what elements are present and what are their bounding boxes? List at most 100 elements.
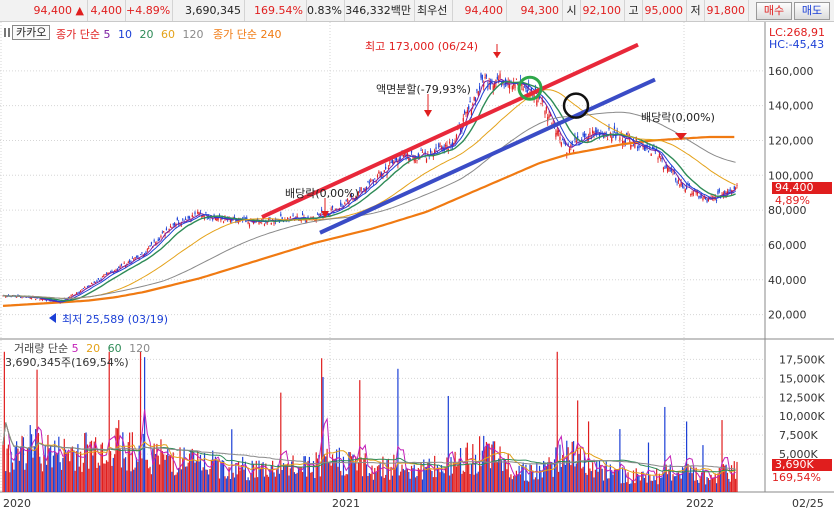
volume-bar bbox=[605, 461, 607, 492]
candle-body bbox=[235, 219, 237, 222]
candle-body bbox=[30, 298, 33, 300]
volume-bar bbox=[319, 476, 321, 492]
sell-button[interactable]: 매도 bbox=[794, 2, 830, 20]
volume-bar bbox=[7, 444, 10, 492]
candle-body bbox=[209, 217, 211, 219]
volume-bar bbox=[163, 454, 165, 492]
turnover-rate: 0.83% bbox=[307, 0, 345, 21]
volume-bar bbox=[386, 460, 388, 492]
volume-bar bbox=[161, 450, 163, 492]
volume-bar bbox=[78, 466, 80, 492]
volume-bar bbox=[18, 460, 20, 492]
stock-name-tab[interactable]: 카카오 bbox=[12, 25, 51, 40]
candle-body bbox=[732, 190, 734, 194]
candle-body bbox=[643, 145, 645, 150]
volume-bar bbox=[361, 476, 364, 492]
candle-body bbox=[525, 85, 527, 90]
volume-bar bbox=[284, 464, 286, 492]
volume-bars bbox=[2, 351, 738, 492]
up-triangle-icon: ▲ bbox=[75, 4, 84, 17]
volume-bar bbox=[182, 457, 184, 492]
candle-body bbox=[188, 216, 191, 219]
buy-button[interactable]: 매수 bbox=[756, 2, 792, 20]
volume-bar bbox=[179, 447, 181, 492]
candle-body bbox=[82, 288, 84, 289]
ma10-label: 10 bbox=[117, 28, 132, 41]
volume-bar bbox=[479, 436, 481, 492]
volume-bar bbox=[582, 466, 584, 492]
candle-body bbox=[534, 87, 537, 90]
volume-bar bbox=[167, 448, 169, 492]
volume-bar bbox=[656, 468, 658, 492]
volume-bar bbox=[607, 478, 609, 492]
candle-body bbox=[371, 180, 373, 182]
volume-bar bbox=[33, 446, 35, 492]
candle-body bbox=[78, 291, 80, 293]
volume-bar bbox=[160, 439, 162, 492]
volume-bar bbox=[295, 473, 297, 492]
candle-body bbox=[560, 142, 562, 146]
volume-bar bbox=[229, 478, 232, 492]
volume-bar bbox=[220, 461, 222, 492]
candle-body bbox=[330, 208, 332, 210]
volume-bar bbox=[85, 432, 87, 492]
volume-bar bbox=[56, 454, 59, 492]
volume-bar bbox=[609, 464, 611, 492]
volume-bar bbox=[58, 436, 60, 492]
volume-bar bbox=[263, 476, 266, 492]
last-volume-pct: 169,54% bbox=[772, 471, 821, 484]
candle-body bbox=[526, 89, 528, 93]
candle-body bbox=[721, 193, 723, 195]
volume-bar bbox=[153, 443, 155, 492]
current-price: 94,400 ▲ bbox=[0, 0, 88, 21]
volume-bar bbox=[717, 473, 719, 492]
volume-bar bbox=[137, 461, 139, 492]
x-tick-label: 2022 bbox=[686, 497, 714, 510]
candle-body bbox=[71, 294, 74, 296]
volume-bar bbox=[223, 460, 225, 492]
candle-body bbox=[376, 175, 379, 177]
candle-body bbox=[412, 157, 414, 159]
candle-body bbox=[119, 266, 121, 268]
volume-bar bbox=[477, 471, 479, 492]
volume-bar bbox=[73, 450, 75, 492]
candle-body bbox=[141, 252, 143, 254]
volume-bar bbox=[556, 351, 558, 492]
volume-bar bbox=[541, 477, 543, 492]
candle-body bbox=[405, 156, 407, 158]
candle-body bbox=[662, 167, 665, 170]
volume-bar bbox=[246, 480, 248, 492]
candle-body bbox=[459, 127, 462, 132]
x-tick-label: 2021 bbox=[332, 497, 360, 510]
volume-bar bbox=[639, 480, 641, 492]
candle-body bbox=[201, 215, 203, 218]
candle-body bbox=[39, 299, 41, 301]
candle-body bbox=[159, 239, 161, 241]
volume-bar bbox=[543, 460, 545, 492]
volume-bar bbox=[221, 460, 223, 492]
candle-body bbox=[530, 87, 532, 91]
indicator-config-icon[interactable] bbox=[4, 28, 10, 37]
volume-bar bbox=[323, 454, 325, 492]
candle-body bbox=[247, 222, 249, 224]
candle-body bbox=[570, 145, 572, 148]
candle-body bbox=[699, 196, 701, 198]
volume-bar bbox=[365, 464, 368, 492]
volume-bar bbox=[632, 470, 635, 492]
volume-bar bbox=[488, 443, 490, 492]
volume-bar bbox=[242, 456, 244, 492]
volume-bar bbox=[523, 480, 526, 492]
volume-bar bbox=[696, 480, 699, 492]
volume-bar bbox=[325, 456, 327, 492]
candle-body bbox=[296, 215, 298, 217]
volume-bar bbox=[722, 464, 724, 492]
volume-bar bbox=[342, 456, 345, 492]
volume-bar bbox=[80, 451, 82, 492]
candle-body bbox=[385, 166, 387, 169]
candle-body bbox=[577, 136, 579, 139]
volume-bar bbox=[75, 451, 78, 492]
candle-body bbox=[218, 214, 221, 216]
volume-bar bbox=[579, 448, 581, 492]
candle-body bbox=[130, 261, 132, 263]
